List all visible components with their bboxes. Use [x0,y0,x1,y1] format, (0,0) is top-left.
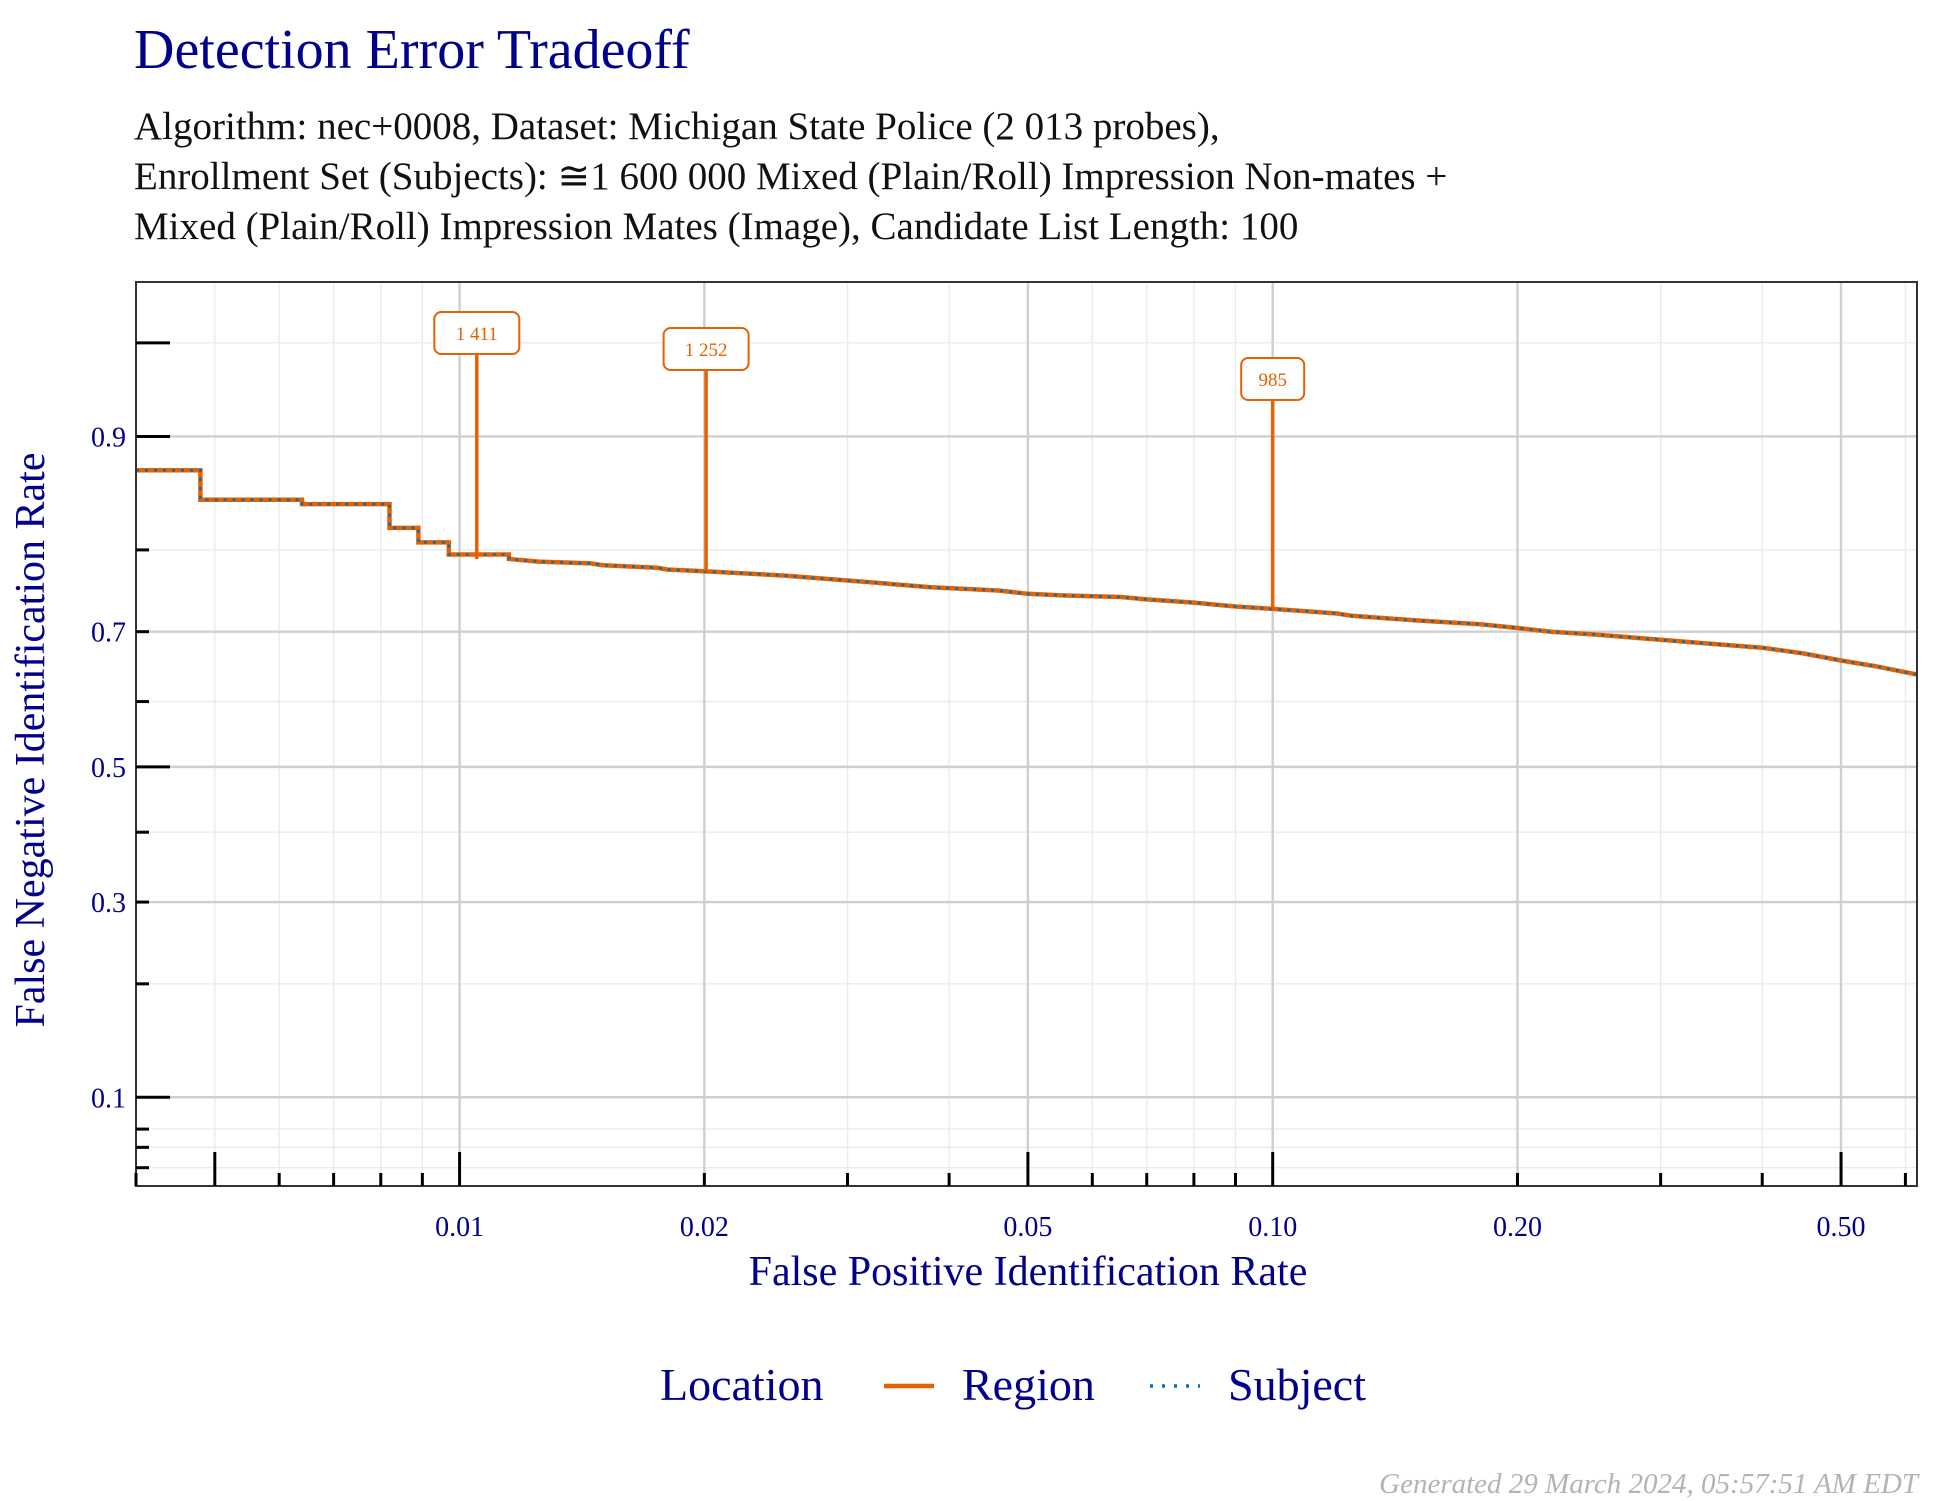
y-axis-label: False Negative Identification Rate [8,453,54,1028]
legend: Location Region Subject [660,1359,1366,1410]
minor-gridlines [135,282,1917,1186]
annotation-box [662,327,750,371]
major-gridlines [136,282,1917,1186]
annotation-label: 1 411 [456,324,498,345]
plot-panel-border [135,281,1918,1187]
axis-ticks [134,341,1907,1186]
x-tick-label: 0.10 [1248,1212,1297,1243]
annotation-1: 1 411 [433,311,521,559]
y-tick-label: 0.1 [91,1083,126,1114]
y-tick-label: 0.3 [91,888,126,919]
series-layer [136,468,1918,677]
chart-title: Detection Error Tradeoff [134,19,690,81]
legend-label-subject: Subject [1228,1359,1366,1410]
x-tick-label: 0.50 [1817,1212,1866,1243]
y-tick-label: 0.9 [91,422,126,453]
series-line-subject [136,469,1918,676]
x-axis-label: False Positive Identification Rate [749,1249,1308,1295]
annotation-label: 1 252 [685,340,728,361]
x-tick-label: 0.05 [1003,1212,1052,1243]
chart-subtitle-line-1: Algorithm: nec+0008, Dataset: Michigan S… [134,105,1220,148]
annotation-3: 985 [1240,357,1306,609]
y-tick-label: 0.7 [91,618,126,649]
y-tick-label: 0.5 [91,753,126,784]
generated-timestamp: Generated 29 March 2024, 05:57:51 AM EDT [1379,1468,1918,1500]
annotation-layer: 1 411 1 252 985 [433,311,1306,609]
annotation-2: 1 252 [662,327,750,572]
annotation-box [433,311,521,355]
chart-subtitle-line-3: Mixed (Plain/Roll) Impression Mates (Ima… [134,205,1299,248]
annotation-label: 985 [1258,370,1287,391]
x-tick-label: 0.02 [680,1212,729,1243]
legend-title: Location [660,1359,824,1410]
axis-tick-labels: 0.01 0.02 0.05 0.10 0.20 0.50 0.1 0.3 0.5 0.7 0.9 [91,422,1866,1243]
chart-subtitle-line-2: Enrollment Set (Subjects): ≅1 600 000 Mi… [134,155,1448,198]
annotation-box [1240,357,1306,401]
x-tick-label: 0.01 [435,1212,484,1243]
x-tick-label: 0.20 [1493,1212,1542,1243]
series-line-region [136,468,1918,677]
legend-label-region: Region [962,1359,1095,1410]
